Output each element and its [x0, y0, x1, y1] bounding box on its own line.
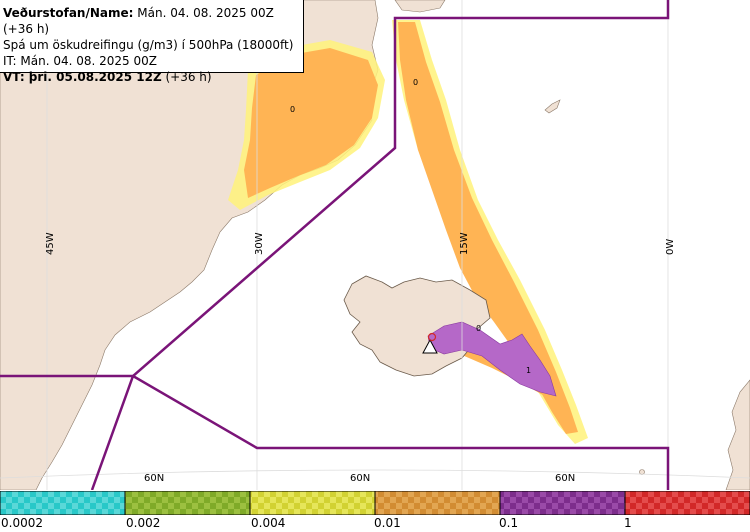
lat-label-1: 60N: [144, 473, 164, 484]
colorbar-segment-3: [249, 491, 376, 515]
colorbar-segment-1: [0, 491, 126, 515]
colorbar-segment-4: [374, 491, 501, 515]
valid-lead: (+36 h): [161, 70, 212, 84]
institution-label: Veðurstofan/Name:: [3, 6, 134, 20]
colorbar-label-2: 0.002: [126, 516, 161, 530]
lat-label-2: 60N: [350, 473, 370, 484]
colorbar-label-5: 0.1: [499, 516, 519, 530]
forecast-info-box: Veðurstofan/Name: Mán. 04. 08. 2025 00Z …: [0, 0, 304, 84]
volcano-warning-triangle-icon: [422, 332, 438, 354]
northeast-landmass: [394, 0, 446, 13]
lon-label-30w: 30W: [254, 232, 265, 255]
ash-plume-greenland: [244, 48, 378, 198]
colorbar-segment-6: [624, 491, 750, 515]
concentration-colorbar: [0, 491, 750, 515]
lon-label-0w: 0W: [665, 239, 676, 255]
contour-label-north: 0: [413, 78, 418, 87]
header-line-4: VT: þri. 05.08.2025 12Z (+36 h): [3, 69, 303, 85]
lon-label-45w: 45W: [45, 232, 56, 255]
colorbar-label-1: 0.0002: [1, 516, 43, 530]
lat-label-3: 60N: [555, 473, 575, 484]
contour-label-core: 1: [526, 366, 531, 375]
advisory-boundary: [0, 0, 670, 490]
colorbar-segment-2: [124, 491, 251, 515]
colorbar-labels: 0.0002 0.002 0.004 0.01 0.1 1: [0, 514, 750, 532]
lon-label-15w: 15W: [459, 232, 470, 255]
colorbar-segment-5: [499, 491, 626, 515]
header-line-3: IT: Mán. 04. 08. 2025 00Z: [3, 54, 157, 68]
map-canvas: 45W 30W 15W 0W 60N 60N 60N 0 0 1 0: [0, 0, 750, 490]
run-time: Mán. 04. 08. 2025 00Z (+36 h): [3, 6, 274, 36]
header-line-1: Veðurstofan/Name: Mán. 04. 08. 2025 00Z …: [3, 5, 303, 37]
colorbar-label-4: 0.01: [374, 516, 401, 530]
faroe-islands: [639, 469, 645, 475]
small-island: [544, 99, 561, 114]
colorbar-label-3: 0.004: [251, 516, 286, 530]
graticule: [0, 0, 750, 490]
valid-time: VT: þri. 05.08.2025 12Z: [3, 70, 162, 84]
colorbar-label-6: 1: [624, 516, 632, 530]
header-line-2: Spá um öskudreifingu (g/m3) í 500hPa (18…: [3, 38, 294, 52]
contour-label-iceland: 0: [476, 324, 481, 333]
contour-label-greenland: 0: [290, 105, 295, 114]
ash-plume-main: [398, 22, 578, 434]
norway-coast: [725, 379, 750, 490]
